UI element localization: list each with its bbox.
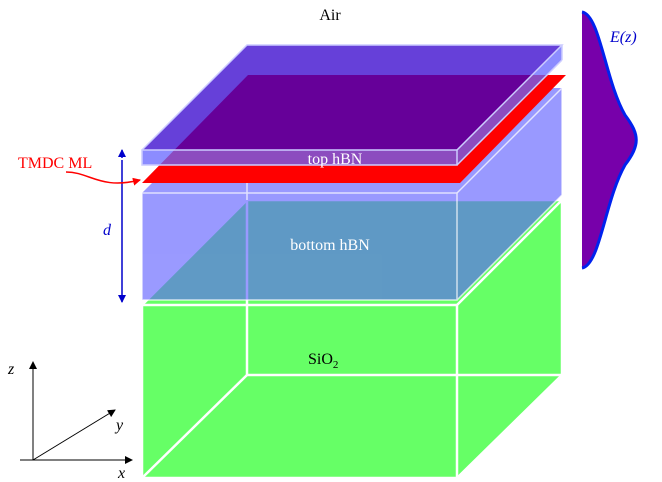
d-label: d <box>103 222 112 239</box>
bottom-hbn-label: bottom hBN <box>290 237 370 254</box>
y-label: y <box>114 417 124 434</box>
field-profile <box>582 12 637 268</box>
tmdc-label: TMDC ML <box>18 155 92 172</box>
x-label: x <box>117 465 125 482</box>
top-hbn <box>141 44 564 166</box>
z-label: z <box>7 361 15 378</box>
field-label: E(z) <box>609 29 637 46</box>
top-hbn-label: top hBN <box>308 151 363 168</box>
substrate-label: SiO2 <box>308 351 338 371</box>
air-label: Air <box>319 7 341 24</box>
substrate-subscript: 2 <box>333 359 339 371</box>
axes <box>20 361 133 464</box>
tmdc-pointer <box>65 171 141 186</box>
field-curve <box>581 10 638 270</box>
substrate-base: SiO <box>308 351 333 368</box>
